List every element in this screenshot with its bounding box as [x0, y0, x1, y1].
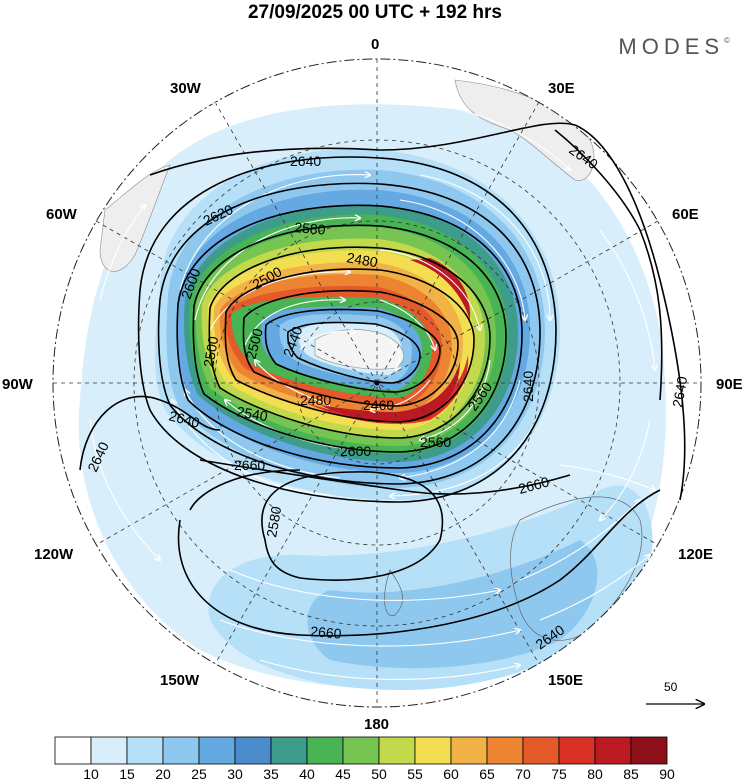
- lon-label-180: 180: [364, 716, 390, 733]
- lon-label-60e: 60E: [672, 206, 699, 223]
- contour-label: 2480: [300, 392, 331, 408]
- brand-text: MODES: [618, 34, 725, 59]
- contour-label: 2500: [200, 335, 221, 369]
- brand-logo: MODES©: [618, 34, 730, 59]
- wind-scale-arrow: [646, 696, 710, 712]
- map-boundary: [52, 58, 702, 708]
- contour-label: 2580: [263, 505, 284, 539]
- contour-label: 2640: [520, 371, 536, 402]
- contour-label: 2560: [420, 434, 451, 450]
- lon-label-30e: 30E: [548, 80, 575, 97]
- contour-label: 2580: [294, 219, 327, 238]
- contour-label: 2640: [290, 153, 321, 169]
- contour-label: 2500: [242, 326, 266, 360]
- lon-label-150e: 150E: [548, 672, 584, 689]
- contour-label: 2600: [340, 443, 371, 459]
- lon-label-120e: 120E: [678, 546, 714, 563]
- map-title: 27/09/2025 00 UTC + 192 hrs: [247, 2, 503, 23]
- contour-label: 2640: [669, 375, 690, 409]
- lon-label-90w: 90W: [2, 376, 33, 393]
- lon-label-60w: 60W: [46, 206, 77, 223]
- lon-label-150w: 150W: [160, 672, 200, 689]
- lon-label-120w: 120W: [34, 546, 74, 563]
- geopotential-contours: [79, 122, 686, 637]
- contour-label: 2540: [235, 403, 269, 424]
- contour-label: 2660: [234, 457, 265, 473]
- contour-label: 2640: [167, 407, 201, 431]
- lon-label-0: 0: [371, 36, 380, 53]
- lon-label-30w: 30W: [170, 80, 201, 97]
- lon-label-90e: 90E: [716, 376, 743, 393]
- contour-label: 2660: [310, 623, 343, 642]
- contour-label: 2660: [517, 473, 551, 497]
- contour-label: 2460: [363, 397, 394, 413]
- contour-label: 2480: [345, 249, 379, 270]
- wind-scale-label: 50: [664, 680, 678, 694]
